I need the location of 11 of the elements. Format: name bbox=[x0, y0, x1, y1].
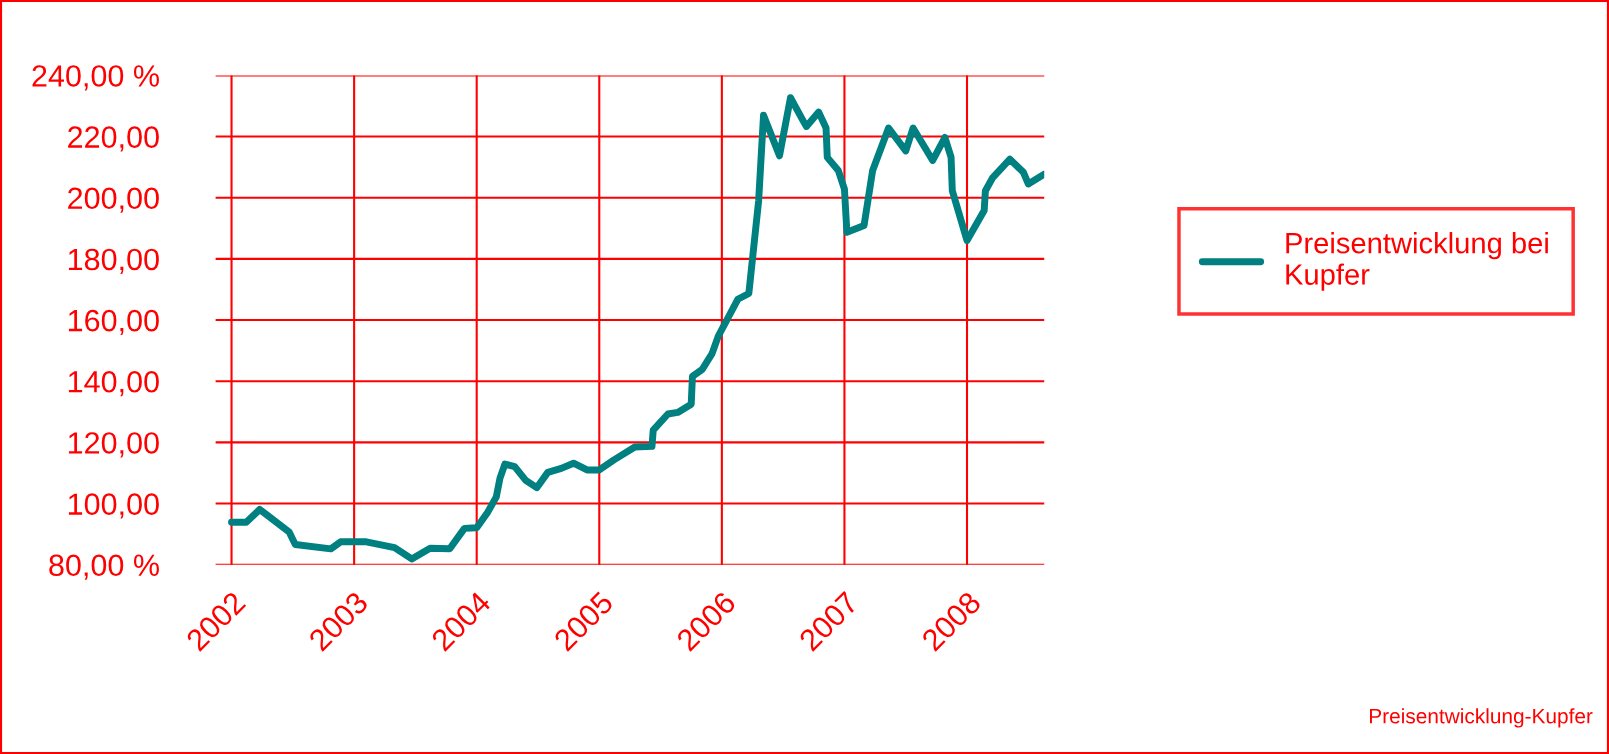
y-tick-label: 80,00 % bbox=[49, 554, 159, 580]
y-tick-label: 100,00 bbox=[68, 493, 159, 519]
y-tick-label: 200,00 bbox=[68, 187, 159, 213]
y-tick-label: 180,00 bbox=[68, 248, 159, 274]
y-tick-label: 240,00 % bbox=[32, 65, 159, 91]
text: Preisentwicklung-Kupfer bbox=[1369, 708, 1593, 728]
y-tick-label: 140,00 bbox=[68, 370, 159, 397]
y-tick-label: 120,00 bbox=[68, 432, 159, 458]
legend-label: Preisentwicklung bei Kupfer bbox=[1286, 232, 1548, 291]
y-tick-label: 160,00 bbox=[68, 309, 159, 336]
y-tick-label: 220,00 bbox=[68, 126, 159, 152]
